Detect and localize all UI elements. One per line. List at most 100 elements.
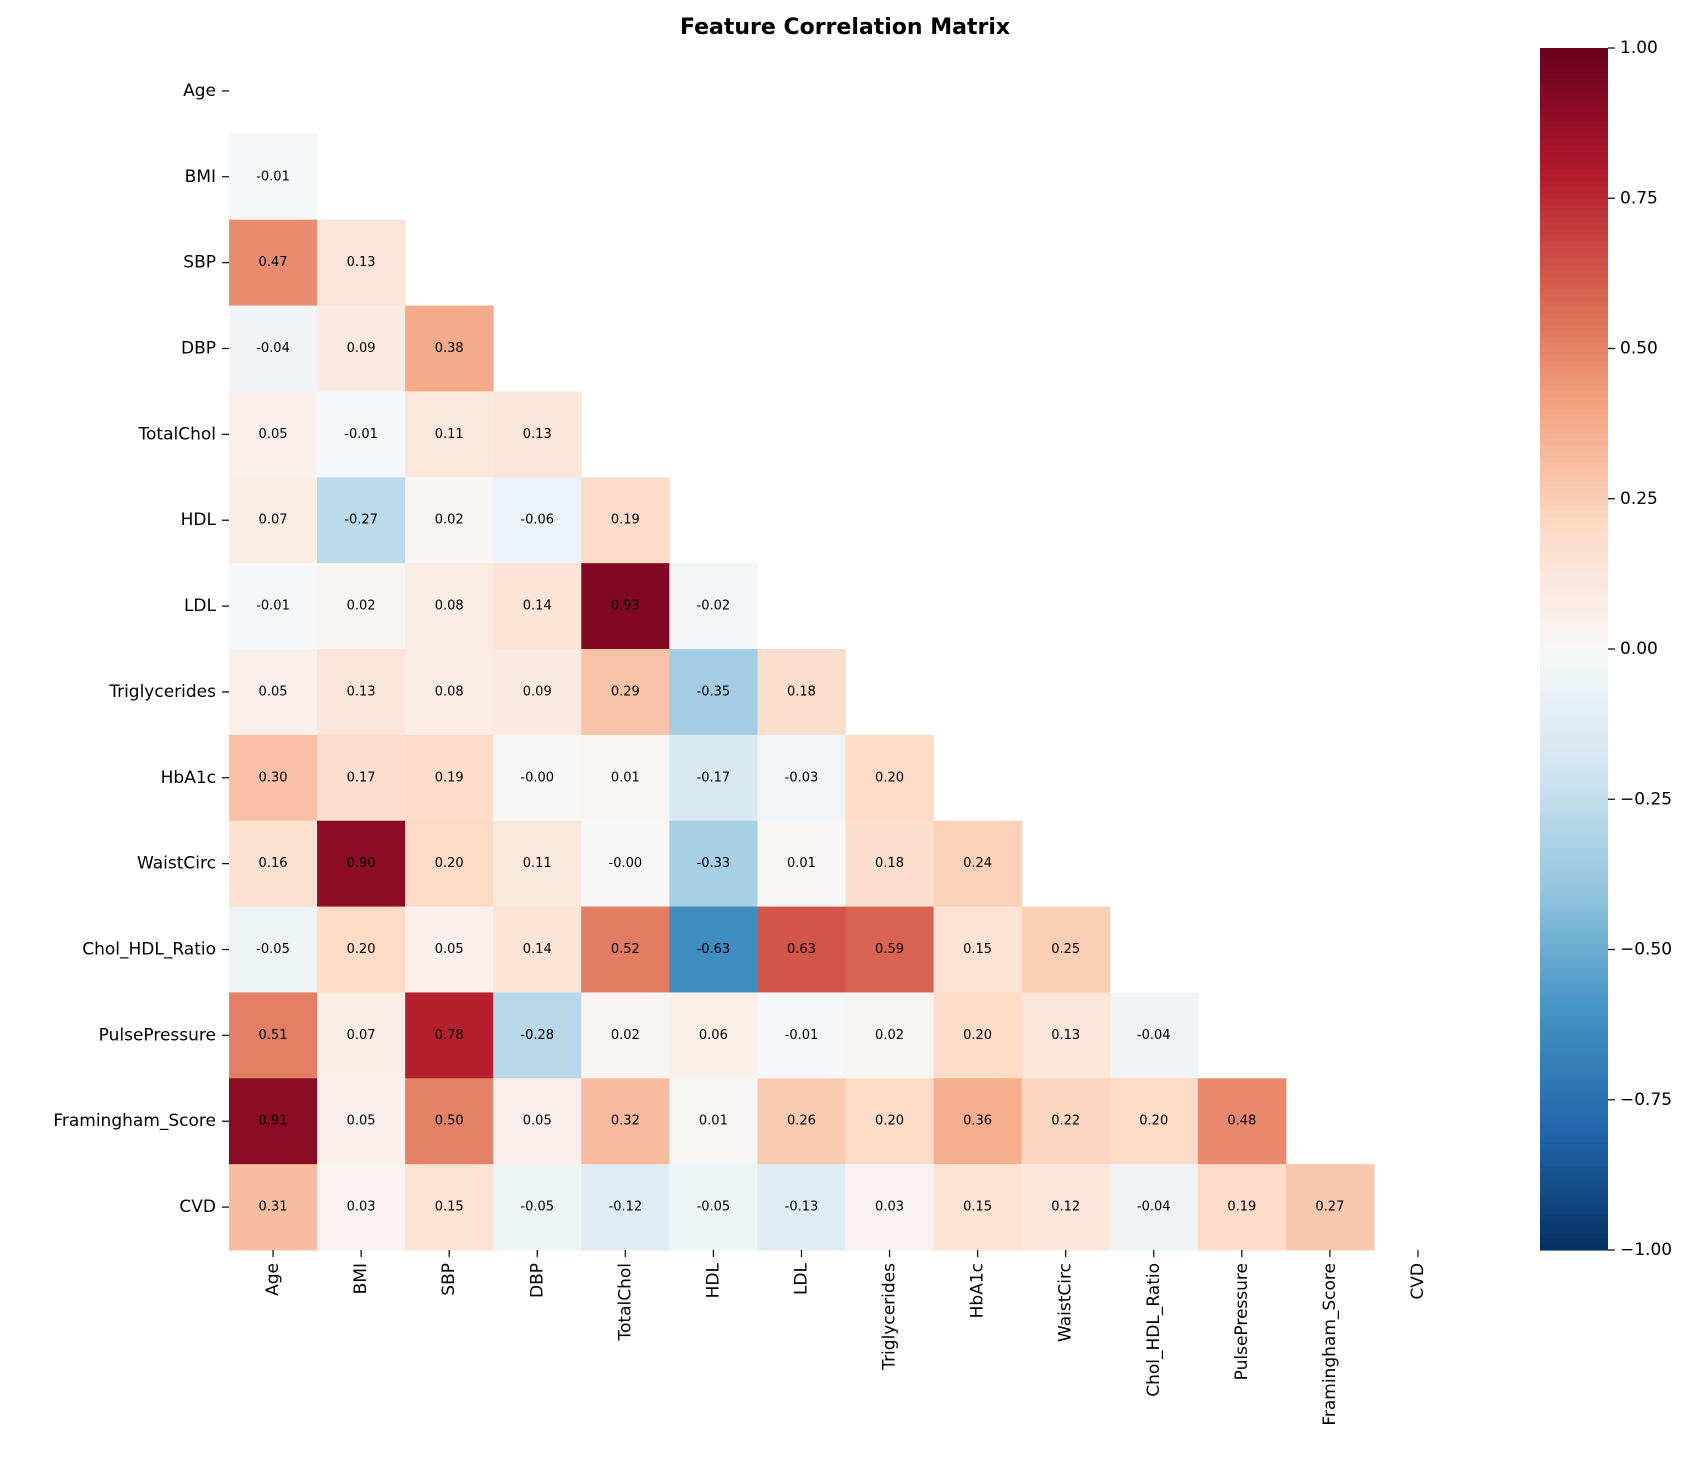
y-tick-label: HbA1c — [161, 768, 216, 788]
x-tick-label: SBP — [439, 1263, 459, 1296]
heatmap-cell — [757, 992, 846, 1079]
colorbar-segment — [1540, 642, 1608, 650]
colorbar-segment — [1540, 582, 1608, 590]
cell-label: 0.32 — [611, 1114, 640, 1129]
colorbar-segment — [1540, 528, 1608, 536]
colorbar-segment — [1540, 192, 1608, 199]
colorbar-segment — [1540, 1237, 1608, 1245]
colorbar-segment — [1540, 1099, 1608, 1107]
cell-label: 0.20 — [875, 770, 904, 785]
heatmap-cell — [317, 391, 406, 478]
colorbar-segment — [1540, 895, 1608, 903]
y-tick-label: TotalChol — [138, 424, 216, 444]
cell-label: 0.19 — [1227, 1200, 1256, 1215]
colorbar-segment — [1540, 366, 1608, 374]
x-tick-label: Framingham_Score — [1320, 1263, 1340, 1426]
colorbar-segment — [1540, 853, 1608, 860]
cell-label: -0.01 — [256, 599, 290, 614]
colorbar-tick-label: −0.50 — [1620, 940, 1672, 960]
colorbar-segment — [1540, 1093, 1608, 1101]
heatmap-cell — [581, 477, 670, 564]
cell-label: 0.51 — [259, 1028, 288, 1043]
cell-label: 0.19 — [611, 513, 640, 528]
colorbar-segment — [1540, 264, 1608, 271]
colorbar-segment — [1540, 336, 1608, 344]
colorbar-segment — [1540, 174, 1608, 181]
colorbar-segment — [1540, 1069, 1608, 1077]
cell-label: -0.05 — [697, 1200, 731, 1215]
colorbar-segment — [1540, 1231, 1608, 1239]
colorbar-segment — [1540, 318, 1608, 326]
colorbar-segment — [1540, 991, 1608, 999]
colorbar-segment — [1540, 739, 1608, 746]
colorbar-segment — [1540, 210, 1608, 217]
heatmap-cell — [229, 734, 318, 822]
x-tick-label: PulsePressure — [1232, 1263, 1252, 1380]
cell-label: 0.06 — [699, 1028, 728, 1043]
cell-label: 0.13 — [347, 255, 376, 270]
colorbar-segment — [1540, 114, 1608, 121]
colorbar-segment — [1540, 775, 1608, 782]
cell-label: 0.24 — [963, 856, 992, 871]
colorbar-segment — [1540, 1087, 1608, 1095]
colorbar-segment — [1540, 198, 1608, 205]
cell-label: 0.38 — [435, 341, 464, 356]
colorbar-segment — [1540, 1009, 1608, 1017]
heatmap-cell — [493, 1078, 582, 1165]
colorbar-segment — [1540, 426, 1608, 434]
colorbar-segment — [1540, 360, 1608, 368]
x-tick-label: CVD — [1408, 1263, 1428, 1300]
heatmap-cell — [933, 1164, 1023, 1251]
cell-label: -0.28 — [520, 1028, 554, 1043]
colorbar-segment — [1540, 588, 1608, 596]
cell-label: 0.31 — [259, 1200, 288, 1215]
cell-label: 0.20 — [963, 1028, 992, 1043]
y-tick-label: HDL — [181, 510, 217, 530]
colorbar-segment — [1540, 498, 1608, 506]
colorbar-segment — [1540, 222, 1608, 229]
colorbar-segment — [1540, 805, 1608, 812]
heatmap-cell — [493, 391, 582, 478]
heatmap-cell — [581, 734, 670, 822]
colorbar-segment — [1540, 480, 1608, 488]
y-tick-label: Chol_HDL_Ratio — [82, 940, 216, 960]
cell-label: 0.07 — [347, 1028, 376, 1043]
cell-label: 0.14 — [523, 599, 552, 614]
colorbar-segment — [1540, 408, 1608, 416]
heatmap-cell — [1197, 1078, 1287, 1165]
colorbar-segment — [1540, 204, 1608, 211]
cell-label: 0.09 — [347, 341, 376, 356]
cell-label: 0.15 — [963, 942, 992, 957]
cell-label: 0.01 — [787, 856, 816, 871]
colorbar-segment — [1540, 919, 1608, 927]
colorbar-segment — [1540, 1165, 1608, 1173]
colorbar-segment — [1540, 1033, 1608, 1041]
colorbar-segment — [1540, 156, 1608, 163]
colorbar-segment — [1540, 270, 1608, 277]
heatmap-cell — [229, 305, 318, 392]
x-tick-label: TotalChol — [615, 1263, 635, 1341]
colorbar — [1540, 48, 1608, 1251]
cell-label: 0.18 — [875, 856, 904, 871]
cell-label: -0.00 — [609, 856, 643, 871]
colorbar-segment — [1540, 655, 1608, 662]
colorbar-segment — [1540, 258, 1608, 265]
colorbar-segment — [1540, 546, 1608, 554]
heatmap-cell — [581, 906, 670, 993]
colorbar-segment — [1540, 276, 1608, 283]
heatmap-cell — [405, 906, 494, 993]
colorbar-segment — [1540, 985, 1608, 993]
colorbar-segment — [1540, 1225, 1608, 1233]
cell-label: 0.05 — [523, 1114, 552, 1129]
cell-label: -0.05 — [256, 942, 290, 957]
colorbar-segment — [1540, 727, 1608, 734]
colorbar-segment — [1540, 817, 1608, 824]
colorbar-segment — [1540, 618, 1608, 626]
heatmap-cell — [229, 391, 318, 478]
colorbar-tick-label: −0.75 — [1620, 1090, 1672, 1110]
colorbar-segment — [1540, 246, 1608, 253]
colorbar-segment — [1540, 757, 1608, 764]
colorbar-tick-label: −1.00 — [1620, 1240, 1672, 1260]
colorbar-segment — [1540, 84, 1608, 91]
colorbar-segment — [1540, 54, 1608, 61]
